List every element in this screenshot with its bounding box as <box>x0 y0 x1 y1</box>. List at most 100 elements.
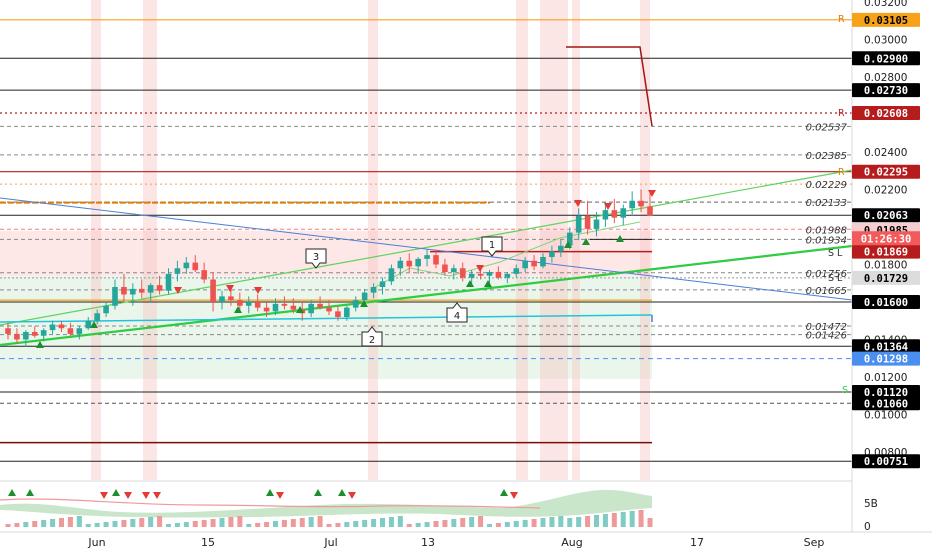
candle-body <box>379 281 386 287</box>
price-badge-bg <box>852 51 920 66</box>
price-badge-text: 0.02063 <box>864 210 908 222</box>
candle-body <box>94 313 100 321</box>
vol-marker-8 <box>276 492 284 499</box>
volume-bar-10 <box>94 523 100 527</box>
candle-56 <box>504 272 511 284</box>
candle-59 <box>531 255 537 271</box>
candle-body <box>201 270 207 280</box>
volume-bar-2 <box>23 522 29 527</box>
candle-26 <box>237 292 243 312</box>
price-badge-0.02063: 0.02063 <box>852 208 920 223</box>
volume-bar-64 <box>576 517 582 527</box>
candle-21 <box>192 255 199 272</box>
candle-41 <box>370 283 377 299</box>
price-badge-bg <box>852 295 920 309</box>
candle-body <box>388 268 395 282</box>
candle-44 <box>397 257 404 276</box>
candle-body <box>76 328 83 334</box>
volume-bar-68 <box>611 513 617 527</box>
volume-bar-45 <box>406 524 412 527</box>
volume-bar-37 <box>335 523 341 527</box>
buy-marker-1 <box>90 321 98 328</box>
candles <box>5 189 653 347</box>
price-tick-0.02400: 0.02400 <box>864 147 907 159</box>
volume-bar-12 <box>112 521 118 527</box>
volume-bar-8 <box>76 516 82 527</box>
annotations: 1 2 3 4 <box>305 236 503 347</box>
price-badge-0.01364: 0.01364 <box>852 339 920 354</box>
price-badge-text: 0.00751 <box>864 456 908 468</box>
volume-bar-43 <box>388 517 394 527</box>
level-value-0.01472: 0.01472 <box>806 322 847 333</box>
date-tick-15: 15 <box>201 536 215 549</box>
candle-13 <box>121 273 127 302</box>
candle-28 <box>254 294 261 312</box>
sell-marker-1 <box>226 285 234 292</box>
candle-22 <box>201 262 207 284</box>
volume-bar-40 <box>362 520 368 527</box>
volume-bar-46 <box>415 523 421 527</box>
volume-bar-3 <box>32 521 38 527</box>
candle-20 <box>183 257 190 274</box>
volume-bar-53 <box>478 516 484 527</box>
candle-body <box>504 273 511 278</box>
volume-bar-26 <box>237 516 243 527</box>
date-tick-Jul: Jul <box>323 536 337 549</box>
volume-bar-52 <box>469 517 475 527</box>
level-value-0.02229: 0.02229 <box>806 180 847 191</box>
sell-marker-6 <box>648 190 656 197</box>
candle-30 <box>272 298 279 316</box>
volume-bar-72 <box>647 518 653 527</box>
level-value-0.01665: 0.01665 <box>806 286 847 297</box>
vol-marker-2 <box>100 492 108 499</box>
volume-bar-31 <box>281 520 287 527</box>
annotation-2: 2 <box>361 326 383 347</box>
candle-body <box>406 260 413 267</box>
candle-body <box>638 200 644 207</box>
callout-label: 1 <box>489 240 495 251</box>
candle-15 <box>138 279 145 299</box>
volume-bar-50 <box>451 519 457 527</box>
price-badge-text: 0.01298 <box>864 354 908 366</box>
buy-marker-0 <box>36 341 44 348</box>
candle-body <box>549 251 555 257</box>
candle-67 <box>602 202 609 227</box>
candle-body <box>468 273 475 278</box>
date-tick-13: 13 <box>421 536 435 549</box>
volume-bar-7 <box>67 517 73 527</box>
price-badge-bg <box>852 270 920 285</box>
countdown-badge: 01:26:30 <box>852 231 920 246</box>
candle-body <box>531 260 537 267</box>
price-tick-0.03000: 0.03000 <box>864 35 907 47</box>
volume-bar-28 <box>255 523 261 527</box>
price-badge-bg <box>852 12 920 27</box>
price-axis[interactable]: 0.008000.010000.012000.014000.016000.018… <box>806 0 920 533</box>
price-badge-bg <box>852 454 920 469</box>
candle-body <box>245 302 252 306</box>
date-tick-Sep: Sep <box>804 536 825 549</box>
candle-body <box>40 330 47 336</box>
time-axis[interactable]: Jun 15 Jul 13 Aug 17 Sep <box>0 531 932 549</box>
marker-sl-1: S L <box>828 248 843 259</box>
candle-14 <box>130 283 136 306</box>
candle-body <box>49 324 56 331</box>
candle-43 <box>388 264 395 286</box>
candle-12 <box>112 279 118 310</box>
level-value-0.02385: 0.02385 <box>806 151 847 162</box>
candle-55 <box>495 266 502 280</box>
annotation-4: 4 <box>446 302 468 323</box>
volume-bar-36 <box>326 524 332 527</box>
candle-31 <box>281 296 288 310</box>
sell-marker-0 <box>174 287 182 294</box>
volume-pane <box>0 489 653 527</box>
candle-16 <box>147 283 154 302</box>
volume-bar-59 <box>531 519 537 527</box>
price-badge-0.02900: 0.02900 <box>852 51 920 66</box>
level-value-0.01756: 0.01756 <box>806 269 847 280</box>
candle-52 <box>468 270 475 284</box>
volume-bar-23 <box>210 519 216 527</box>
volume-bar-27 <box>246 524 252 527</box>
price-badge-text: 0.01600 <box>864 297 908 309</box>
candle-70 <box>629 191 635 216</box>
